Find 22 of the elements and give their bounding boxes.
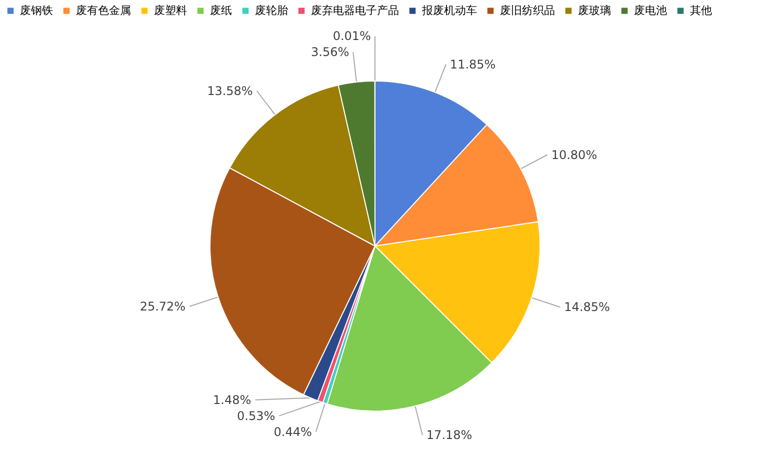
data-label: 1.48% — [213, 392, 252, 407]
legend-label: 废玻璃 — [578, 4, 611, 17]
legend-label: 废有色金属 — [76, 4, 131, 17]
legend-label: 废电池 — [634, 4, 667, 17]
data-label: 10.80% — [551, 148, 598, 162]
legend-label: 废塑料 — [154, 4, 187, 17]
legend-label: 报废机动车 — [421, 4, 477, 17]
data-label: 17.18% — [426, 428, 472, 442]
data-label: 0.53% — [237, 408, 276, 423]
legend-label: 废轮胎 — [255, 4, 288, 17]
data-label: 3.56% — [310, 45, 350, 60]
data-label: 25.72% — [140, 299, 186, 314]
legend-label: 其他 — [690, 4, 712, 17]
legend-label: 废弃电器电子产品 — [311, 4, 399, 17]
legend-label: 废旧纺织品 — [500, 4, 555, 17]
data-label: 11.85% — [450, 57, 496, 72]
legend-label: 废纸 — [210, 4, 232, 17]
legend-label: 废钢铁 — [20, 4, 53, 17]
data-label: 14.85% — [564, 300, 610, 314]
data-label: 13.58% — [207, 84, 253, 98]
data-label: 0.01% — [332, 29, 371, 44]
data-label: 0.44% — [274, 424, 312, 439]
